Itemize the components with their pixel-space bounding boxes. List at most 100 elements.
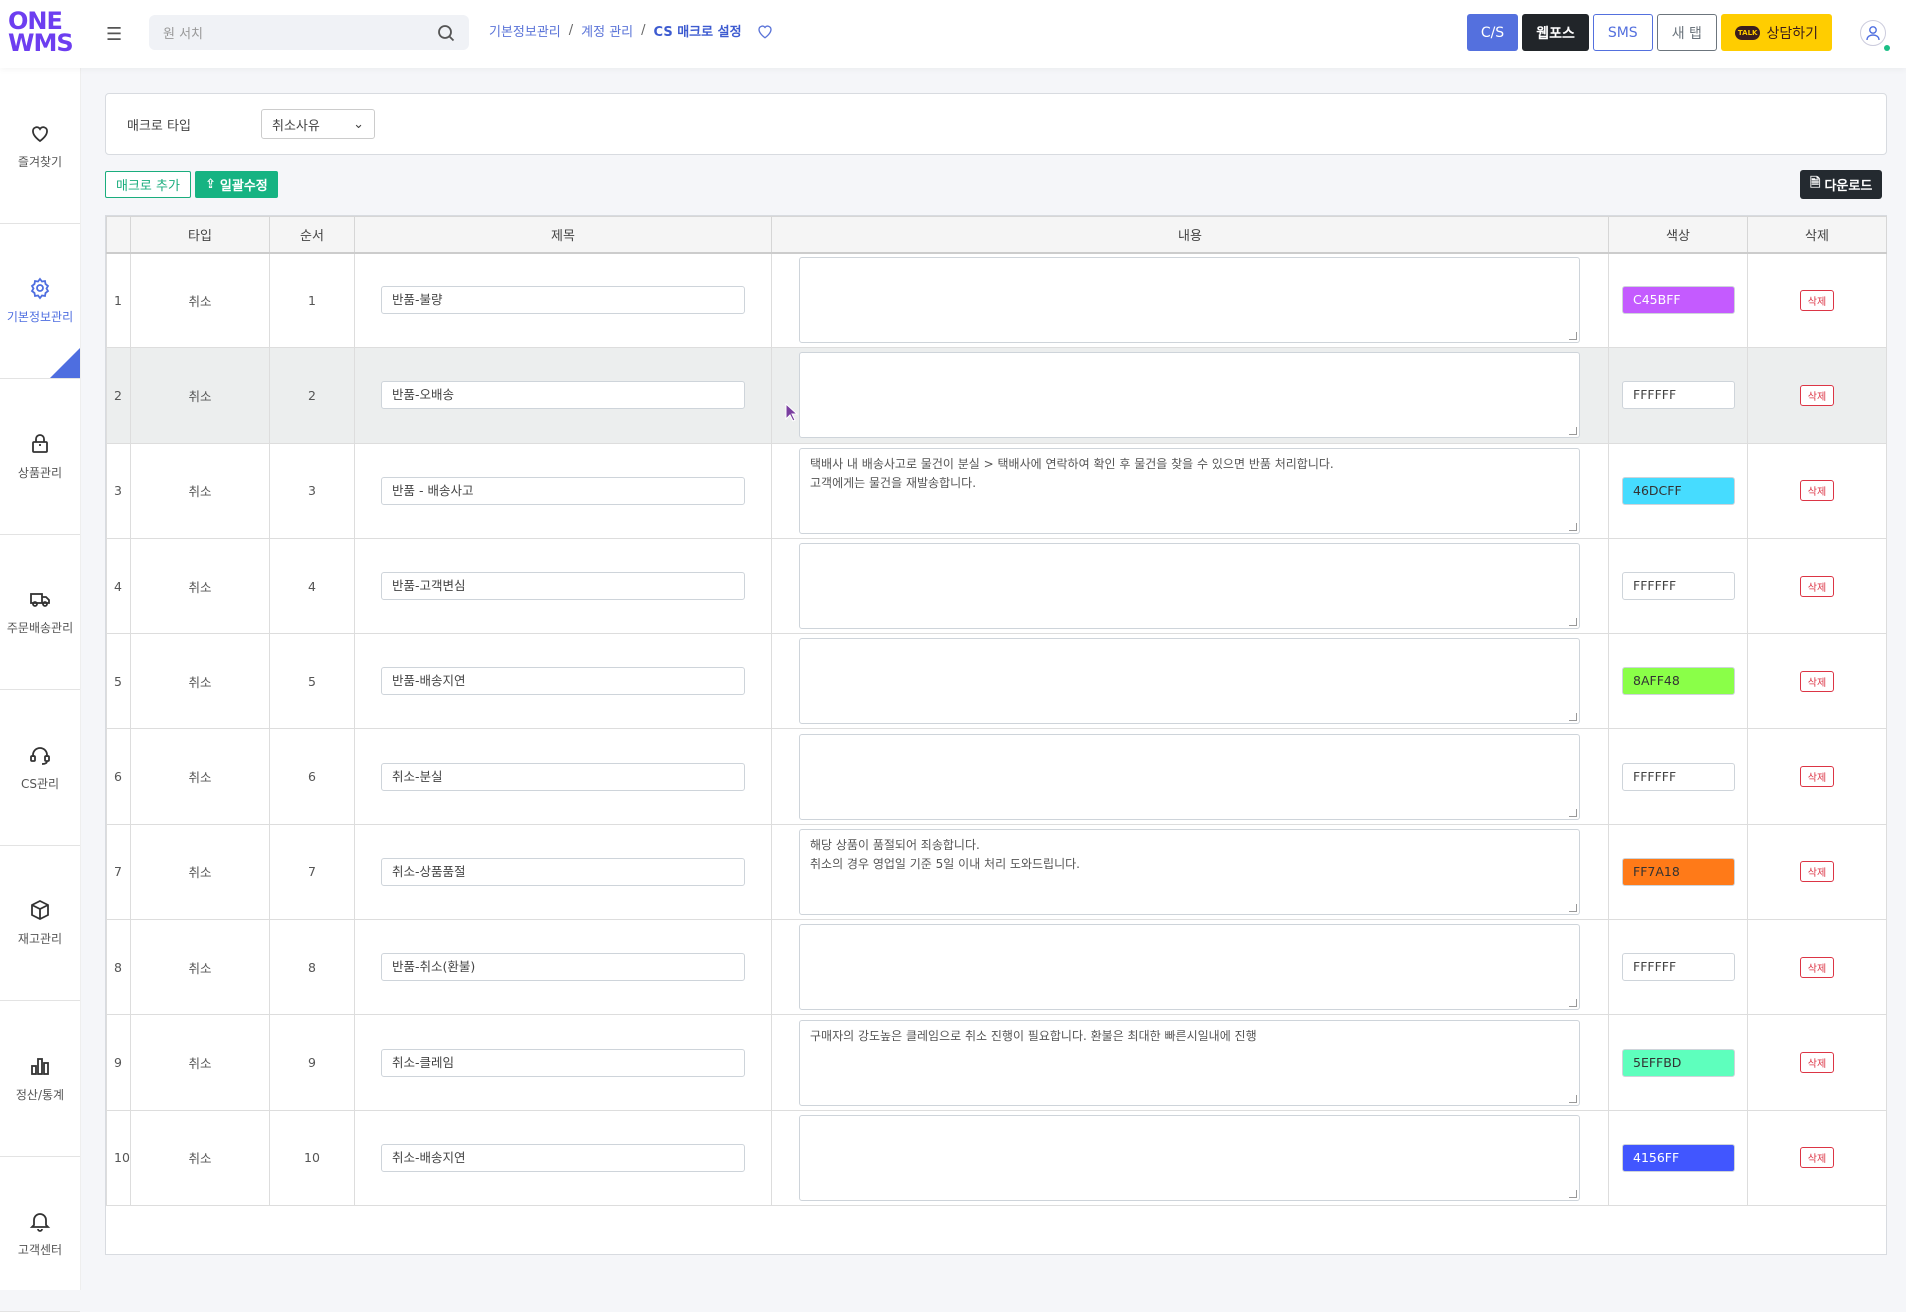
download-button[interactable]: 🗎다운로드 <box>1800 170 1882 199</box>
col-header-title: 제목 <box>355 217 772 253</box>
title-input[interactable]: 반품-배송지연 <box>381 667 745 695</box>
heart-icon <box>28 121 52 145</box>
row-type: 취소 <box>131 634 270 729</box>
content-textarea[interactable]: 택배사 내 배송사고로 물건이 분실 > 택배사에 연락하여 확인 후 물건을 … <box>799 448 1580 534</box>
box-icon <box>28 898 52 922</box>
color-input[interactable]: 8AFF48 <box>1622 667 1735 695</box>
hamburger-menu-icon[interactable]: ☰ <box>106 24 122 45</box>
sidebar-item-label: 주문배송관리 <box>7 619 73 636</box>
title-input[interactable]: 취소-배송지연 <box>381 1144 745 1172</box>
content-textarea[interactable] <box>799 734 1580 820</box>
sidebar-item-headset[interactable]: CS관리 <box>0 690 80 846</box>
delete-button[interactable]: 삭제 <box>1800 480 1834 501</box>
content-textarea[interactable] <box>799 924 1580 1010</box>
sidebar-item-gear[interactable]: 기본정보관리 <box>0 224 80 380</box>
delete-button[interactable]: 삭제 <box>1800 1147 1834 1168</box>
content-textarea[interactable] <box>799 257 1580 343</box>
delete-button[interactable]: 삭제 <box>1800 1052 1834 1073</box>
sidebar-item-heart[interactable]: 즐겨찾기 <box>0 68 80 224</box>
breadcrumb: 기본정보관리/ 계정 관리/ CS 매크로 설정 <box>489 21 774 40</box>
delete-button[interactable]: 삭제 <box>1800 861 1834 882</box>
macro-type-label: 매크로 타입 <box>127 115 261 134</box>
user-icon <box>1865 25 1881 41</box>
title-input[interactable]: 반품-취소(환불) <box>381 953 745 981</box>
content-textarea[interactable]: 해당 상품이 품절되어 죄송합니다. 취소의 경우 영업일 기준 5일 이내 처… <box>799 829 1580 915</box>
col-header-color: 색상 <box>1609 217 1748 253</box>
content-textarea[interactable] <box>799 638 1580 724</box>
title-input[interactable]: 취소-상품품절 <box>381 858 745 886</box>
kakaotalk-icon: TALK <box>1735 26 1761 40</box>
col-header-index <box>107 217 131 253</box>
color-input[interactable]: FF7A18 <box>1622 858 1735 886</box>
breadcrumb-item[interactable]: 계정 관리 <box>581 21 633 40</box>
breadcrumb-current: CS 매크로 설정 <box>654 21 742 40</box>
delete-button[interactable]: 삭제 <box>1800 766 1834 787</box>
sidebar-item-box[interactable]: 재고관리 <box>0 846 80 1002</box>
row-order: 1 <box>270 253 355 348</box>
color-input[interactable]: FFFFFF <box>1622 763 1735 791</box>
breadcrumb-item[interactable]: 기본정보관리 <box>489 21 561 40</box>
col-header-content: 내용 <box>772 217 1609 253</box>
favorite-heart-icon[interactable] <box>756 22 774 40</box>
title-input[interactable]: 반품-오배송 <box>381 381 745 409</box>
color-input[interactable]: 5EFFBD <box>1622 1049 1735 1077</box>
delete-button[interactable]: 삭제 <box>1800 385 1834 406</box>
row-order: 7 <box>270 824 355 919</box>
title-input[interactable]: 반품-고객변심 <box>381 572 745 600</box>
consult-button[interactable]: TALK 상담하기 <box>1721 14 1832 51</box>
sidebar-item-label: 재고관리 <box>18 930 62 947</box>
delete-button[interactable]: 삭제 <box>1800 957 1834 978</box>
file-download-icon: 🗎 <box>1810 174 1820 196</box>
color-input[interactable]: FFFFFF <box>1622 381 1735 409</box>
new-tab-button[interactable]: 새 탭 <box>1657 14 1717 51</box>
sidebar-item-bag[interactable]: 상품관리 <box>0 379 80 535</box>
bag-icon <box>28 432 52 456</box>
row-index: 4 <box>107 538 131 633</box>
delete-button[interactable]: 삭제 <box>1800 576 1834 597</box>
headset-icon <box>28 743 52 767</box>
col-header-type: 타입 <box>131 217 270 253</box>
row-type: 취소 <box>131 253 270 348</box>
upload-icon: ⇪ <box>205 177 216 192</box>
sidebar-item-bar-chart[interactable]: 정산/통계 <box>0 1001 80 1157</box>
title-input[interactable]: 취소-분실 <box>381 763 745 791</box>
content-textarea[interactable]: 구매자의 강도높은 클레임으로 취소 진행이 필요합니다. 환불은 최대한 빠른… <box>799 1020 1580 1106</box>
content-textarea[interactable] <box>799 1115 1580 1201</box>
bell-icon <box>28 1209 52 1233</box>
user-avatar[interactable] <box>1860 20 1886 46</box>
content-textarea[interactable] <box>799 543 1580 629</box>
filter-panel: 매크로 타입 취소사유 ⌄ <box>105 93 1887 155</box>
sidebar-item-truck[interactable]: 주문배송관리 <box>0 535 80 691</box>
color-input[interactable]: 4156FF <box>1622 1144 1735 1172</box>
title-input[interactable]: 반품 - 배송사고 <box>381 477 745 505</box>
bulk-edit-button[interactable]: ⇪일괄수정 <box>195 171 278 198</box>
sidebar-item-bell[interactable]: 고객센터 <box>0 1157 80 1312</box>
cs-button[interactable]: C/S <box>1467 14 1518 51</box>
sms-button[interactable]: SMS <box>1593 14 1653 51</box>
row-type: 취소 <box>131 443 270 538</box>
color-input[interactable]: 46DCFF <box>1622 477 1735 505</box>
title-input[interactable]: 반품-불량 <box>381 286 745 314</box>
chevron-down-icon: ⌄ <box>353 117 364 132</box>
content-textarea[interactable] <box>799 352 1580 438</box>
search-input[interactable]: 원 서치 <box>149 15 469 50</box>
color-input[interactable]: FFFFFF <box>1622 572 1735 600</box>
download-label: 다운로드 <box>1824 175 1872 194</box>
row-index: 3 <box>107 443 131 538</box>
color-input[interactable]: FFFFFF <box>1622 953 1735 981</box>
webpos-button[interactable]: 웹포스 <box>1522 14 1589 51</box>
title-input[interactable]: 취소-클레임 <box>381 1049 745 1077</box>
delete-button[interactable]: 삭제 <box>1800 671 1834 692</box>
mouse-cursor-icon <box>785 403 799 423</box>
macro-type-select[interactable]: 취소사유 ⌄ <box>261 109 375 139</box>
sidebar-item-label: 상품관리 <box>18 464 62 481</box>
add-macro-button[interactable]: 매크로 추가 <box>105 171 191 198</box>
delete-button[interactable]: 삭제 <box>1800 290 1834 311</box>
search-icon[interactable] <box>437 24 455 42</box>
color-input[interactable]: C45BFF <box>1622 286 1735 314</box>
